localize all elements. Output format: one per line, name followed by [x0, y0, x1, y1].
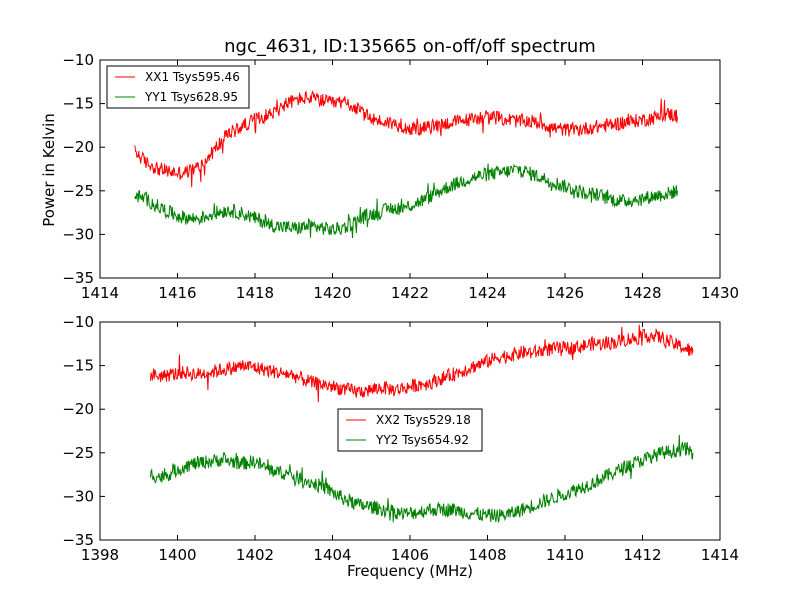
x-tick-label: 1402: [236, 546, 274, 564]
bottom-panel-frame: [99, 321, 721, 541]
y-axis-label: Power in Kelvin: [40, 113, 58, 227]
x-tick-label: 1430: [701, 284, 739, 302]
y-tick-label: −15: [62, 95, 94, 113]
series-line: [134, 163, 678, 239]
top-panel-series: [134, 90, 678, 239]
x-tick-label: 1398: [81, 546, 119, 564]
y-tick-label: −25: [62, 182, 94, 200]
top-panel-ticks: 1414 1416 1418 1420 1422 1424 1426 1428 1430 −35 −…: [62, 51, 739, 302]
top-panel-frame: [99, 59, 721, 279]
x-tick-label: 1424: [468, 284, 506, 302]
y-tick-label: −20: [62, 138, 94, 156]
x-tick-label: 1428: [623, 284, 661, 302]
top-spectrum-panel: ngc_4631, ID:135665 on-off/off spectrum …: [40, 36, 739, 302]
bottom-panel-ticks: 1398 1400 1402 1404 1406 1408 1410 1412 1414 −35 −…: [62, 313, 739, 564]
chart-title: ngc_4631, ID:135665 on-off/off spectrum: [224, 36, 596, 57]
series-line: [149, 434, 694, 523]
legend-entry: YY1 Tsys628.95: [144, 90, 238, 104]
x-tick-label: 1418: [236, 284, 274, 302]
top-panel-legend: XX1 Tsys595.46 YY1 Tsys628.95: [106, 65, 250, 109]
y-tick-label: −10: [62, 51, 94, 69]
y-tick-label: −10: [62, 313, 94, 331]
x-tick-label: 1408: [468, 546, 506, 564]
bottom-spectrum-panel: Frequency (MHz) 1398 1400 1402 1404 1406 1408…: [62, 313, 739, 580]
legend-box: [337, 408, 483, 452]
x-axis-label: Frequency (MHz): [347, 562, 473, 580]
y-tick-label: −15: [62, 357, 94, 375]
x-tick-label: 1412: [623, 546, 661, 564]
x-tick-label: 1414: [701, 546, 739, 564]
legend-box: [106, 65, 250, 109]
x-tick-label: 1422: [391, 284, 429, 302]
x-tick-label: 1410: [546, 546, 584, 564]
y-tick-label: −35: [62, 531, 94, 549]
x-tick-label: 1406: [391, 546, 429, 564]
series-line: [149, 324, 694, 403]
series-line: [134, 90, 678, 188]
y-tick-label: −25: [62, 444, 94, 462]
y-tick-label: −35: [62, 269, 94, 287]
bottom-panel-legend: XX2 Tsys529.18 YY2 Tsys654.92: [337, 408, 483, 452]
legend-entry: XX1 Tsys595.46: [145, 70, 240, 84]
legend-entry: YY2 Tsys654.92: [375, 433, 469, 447]
legend-entry: XX2 Tsys529.18: [376, 413, 471, 427]
y-tick-label: −30: [62, 487, 94, 505]
y-tick-label: −20: [62, 400, 94, 418]
x-tick-label: 1426: [546, 284, 584, 302]
x-tick-label: 1420: [313, 284, 351, 302]
bottom-panel-series: [149, 324, 694, 523]
x-tick-label: 1404: [313, 546, 351, 564]
y-tick-label: −30: [62, 225, 94, 243]
x-tick-label: 1400: [158, 546, 196, 564]
x-tick-label: 1414: [81, 284, 119, 302]
x-tick-label: 1416: [158, 284, 196, 302]
